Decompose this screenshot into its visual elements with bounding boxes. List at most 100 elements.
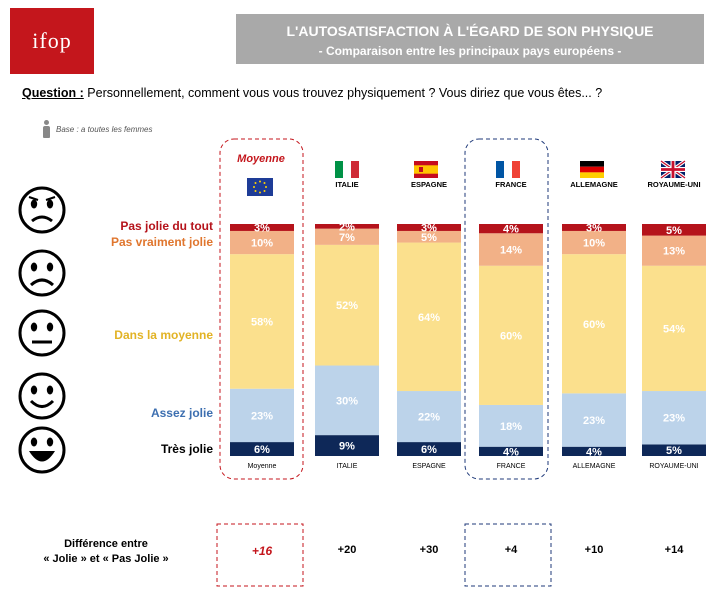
difference-value-moyenne: +16 [251, 544, 273, 558]
page-subtitle: - Comparaison entre les principaux pays … [318, 44, 622, 58]
spain-flag-icon [414, 161, 438, 178]
germany-flag-icon [580, 161, 604, 178]
difference-title-line1: Différence entre [64, 538, 148, 550]
bar-segment [479, 224, 543, 234]
bar-segment [230, 254, 294, 389]
smile-face-icon [18, 372, 66, 420]
bar-segment [479, 233, 543, 266]
uk-flag-icon [659, 159, 687, 180]
difference-title: Différence entre « Jolie » et « Pas Joli… [36, 537, 176, 567]
bar-value-label: 5% [666, 225, 682, 237]
bar-segment [397, 224, 461, 231]
average-diff-frame [216, 523, 304, 587]
bar-value-label: 4% [503, 446, 519, 458]
person-icon [42, 120, 50, 138]
bar-value-label: 5% [666, 445, 682, 457]
bar-segment [642, 224, 706, 236]
bar-segment [562, 254, 626, 394]
axis-label-royaume-uni: ROYAUME-UNI [649, 463, 699, 470]
bar-segment [230, 224, 294, 231]
bar-value-label: 6% [254, 444, 270, 456]
category-label-assez-jolie: Assez jolie [150, 406, 213, 420]
bars-layer: 6%23%58%10%3%9%30%52%7%2%6%22%64%5%3%4%1… [230, 221, 706, 458]
bar-value-label: 2% [339, 221, 355, 233]
bar-segment [230, 442, 294, 456]
bar-value-label: 64% [418, 312, 440, 324]
bar-segment [230, 230, 294, 255]
bar-value-label: 18% [500, 421, 522, 433]
question-text: Personnellement, comment vous vous trouv… [87, 86, 603, 100]
category-label-pas-jolie-du-tout: Pas jolie du tout [120, 219, 213, 233]
bar-value-label: 6% [421, 444, 437, 456]
very-sad-face-icon [18, 186, 66, 234]
bar-segment [479, 265, 543, 405]
bar-value-label: 60% [500, 330, 522, 342]
bar-segment [479, 446, 543, 456]
bar-segment [397, 230, 461, 243]
axis-label-espagne: ESPAGNE [412, 463, 446, 470]
italy-flag-icon [335, 161, 359, 178]
bar-value-label: 3% [421, 222, 437, 234]
bar-value-label: 4% [586, 446, 602, 458]
title-bar: L'AUTOSATISFACTION À L'ÉGARD DE SON PHYS… [236, 14, 704, 64]
bar-segment [562, 224, 626, 231]
france-flag-icon [496, 161, 520, 178]
difference-title-line2: « Jolie » et « Pas Jolie » [43, 553, 169, 565]
eu-flag-icon [247, 178, 273, 196]
category-label-dans-la-moyenne: Dans la moyenne [114, 328, 213, 342]
average-highlight-frame [219, 138, 304, 480]
axis-label-moyenne: Moyenne [247, 463, 277, 470]
bar-value-label: 5% [421, 232, 437, 244]
bar-value-label: 23% [663, 413, 685, 425]
bar-value-label: 58% [251, 316, 273, 328]
bar-segment [642, 265, 706, 392]
neutral-face-icon [18, 309, 66, 357]
sad-face-icon [18, 249, 66, 297]
bar-value-label: 30% [336, 395, 358, 407]
bar-segment [230, 388, 294, 443]
bar-value-label: 52% [336, 300, 358, 312]
bar-value-label: 9% [339, 441, 355, 453]
bar-segment [562, 230, 626, 255]
bar-segment [315, 435, 379, 456]
axis-label-italie: ITALIE [336, 463, 358, 470]
axis-label-allemagne: ALLEMAGNE [572, 463, 616, 470]
bar-segment [397, 442, 461, 456]
bar-value-label: 22% [418, 412, 440, 424]
bar-segment [479, 404, 543, 447]
country-label-italie: ITALIE [335, 180, 359, 189]
bar-value-label: 10% [583, 238, 605, 250]
bar-value-label: 14% [500, 245, 522, 257]
bar-segment [315, 228, 379, 245]
bar-segment [562, 393, 626, 447]
category-label-tres-jolie: Très jolie [160, 442, 213, 456]
bar-segment [642, 391, 706, 445]
difference-value-france: +4 [504, 544, 518, 556]
bar-value-label: 60% [583, 319, 605, 331]
base-note: Base : a toutes les femmes [42, 120, 153, 138]
bar-value-label: 7% [339, 232, 355, 244]
bar-segment [315, 224, 379, 229]
bar-value-label: 13% [663, 246, 685, 258]
france-diff-frame [464, 523, 552, 587]
bar-segment [642, 444, 706, 456]
difference-value-allemagne: +10 [584, 544, 604, 556]
bar-value-label: 23% [583, 415, 605, 427]
country-label-france: FRANCE [495, 180, 527, 189]
bar-segment [562, 446, 626, 456]
bar-segment [315, 244, 379, 366]
bar-value-label: 23% [251, 410, 273, 422]
difference-value-royaume-uni: +14 [664, 544, 684, 556]
difference-value-italie: +20 [337, 544, 357, 556]
ifop-logo: ifop [10, 8, 94, 74]
bar-segment [315, 365, 379, 436]
country-label-espagne: ESPAGNE [410, 180, 448, 189]
bar-segment [397, 242, 461, 392]
bar-value-label: 54% [663, 323, 685, 335]
bar-segment [642, 235, 706, 266]
country-label-allemagne: ALLEMAGNE [570, 180, 618, 189]
question-label: Question : [22, 86, 84, 100]
bar-value-label: 3% [586, 222, 602, 234]
bar-value-label: 4% [503, 224, 519, 236]
